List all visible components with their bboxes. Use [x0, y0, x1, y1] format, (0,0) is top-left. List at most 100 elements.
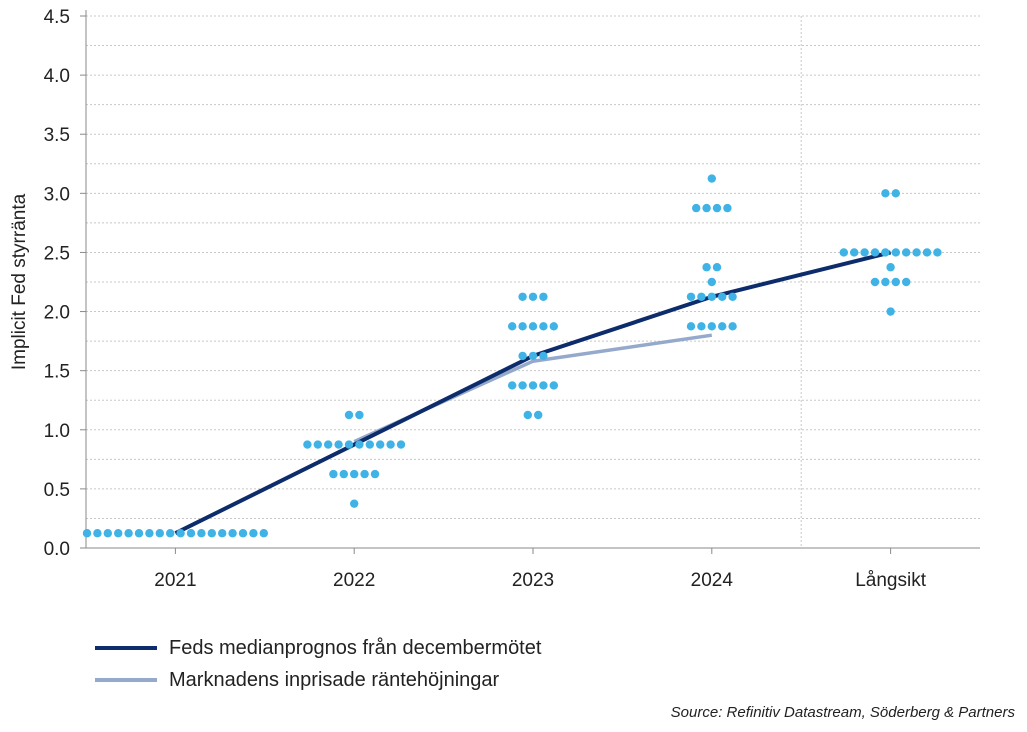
y-tick-label: 2.5: [44, 243, 70, 264]
projection-dot: [339, 469, 348, 479]
projection-dot: [881, 189, 890, 198]
projection-dot: [518, 351, 527, 361]
projection-dot: [166, 529, 175, 538]
x-tick-label: 2024: [691, 570, 734, 591]
projection-dot: [518, 292, 527, 301]
projection-dot: [523, 410, 532, 420]
y-tick-label: 4.5: [44, 7, 70, 28]
projection-dot: [386, 440, 395, 449]
projection-dot: [303, 440, 312, 449]
projection-dot: [134, 529, 144, 538]
y-tick-label: 1.0: [44, 421, 70, 442]
projection-dot: [176, 529, 185, 538]
projection-dot: [124, 529, 133, 538]
axes: [80, 10, 980, 554]
projection-dot: [259, 529, 268, 538]
projection-dot: [344, 440, 354, 449]
projection-dot: [712, 263, 722, 272]
projection-dot: [718, 292, 727, 301]
projection-dot: [528, 292, 538, 301]
projection-dot: [539, 351, 548, 361]
legend: Feds medianprognos från decembermötet Ma…: [95, 632, 541, 696]
projection-dot: [902, 277, 911, 287]
projection-dot: [334, 440, 343, 449]
y-axis-title: Implicit Fed styrränta: [9, 193, 30, 370]
projection-dot: [870, 277, 880, 287]
x-tick-label: Långsikt: [855, 570, 926, 591]
projection-dot: [82, 529, 92, 538]
projection-dot: [702, 263, 711, 272]
projection-dot: [103, 529, 113, 538]
projection-dot: [528, 351, 538, 361]
projection-dot: [508, 381, 517, 390]
legend-swatch-market: [95, 678, 157, 682]
projection-dot: [197, 529, 206, 538]
y-tick-labels: 0.0 0.5 1.0 1.5 2.0 2.5 3.0 3.5 4.0 4.5: [44, 7, 70, 560]
legend-label-market: Marknadens inprisade räntehöjningar: [169, 668, 500, 691]
projection-dot: [912, 248, 921, 257]
projection-dot: [922, 248, 932, 257]
projection-dot: [528, 322, 538, 331]
y-tick-label: 4.0: [44, 66, 70, 87]
projection-dot: [839, 248, 848, 257]
source-note: Source: Refinitiv Datastream, Söderberg …: [670, 704, 1015, 721]
projection-dot: [518, 381, 527, 390]
projection-dot: [350, 469, 359, 479]
projection-dot: [886, 307, 895, 316]
projection-dot: [344, 410, 354, 420]
projection-dot: [549, 322, 558, 331]
projection-dot: [329, 469, 338, 479]
projection-dot: [360, 469, 369, 479]
projection-dot: [881, 248, 890, 257]
projection-dot: [508, 322, 517, 331]
projection-dot: [702, 203, 711, 213]
projection-dot: [718, 322, 727, 331]
projection-dot: [891, 248, 900, 257]
projection-dot: [707, 277, 716, 287]
y-tick-label: 3.0: [44, 184, 70, 205]
projection-dot: [355, 410, 364, 420]
projection-dot: [249, 529, 258, 538]
projection-dot: [707, 174, 716, 183]
projection-dot: [396, 440, 406, 449]
projection-dot: [707, 292, 716, 301]
projection-dot: [145, 529, 154, 538]
projection-dot: [891, 277, 900, 287]
projection-dot: [728, 322, 737, 331]
projection-dot: [539, 381, 548, 390]
projection-dot: [728, 292, 737, 301]
x-tick-labels: 2021 2022 2023 2024 Långsikt: [154, 570, 926, 591]
chart: 0.00.51.01.52.02.53.03.54.04.5 2021 2022 2…: [9, 7, 980, 591]
projection-dot: [723, 203, 732, 213]
projection-dot: [186, 529, 196, 538]
legend-label-median: Feds medianprognos från decembermötet: [169, 636, 542, 659]
projection-dot: [686, 292, 696, 301]
projection-dot: [534, 410, 543, 420]
projection-dot: [697, 292, 706, 301]
legend-item-market: Marknadens inprisade räntehöjningar: [95, 664, 541, 696]
legend-item-median: Feds medianprognos från decembermötet: [95, 632, 541, 664]
projection-dot: [539, 322, 548, 331]
y-tick-label: 1.5: [44, 362, 70, 383]
projection-dot: [528, 381, 538, 390]
projection-dot: [707, 322, 716, 331]
projection-dot: [114, 529, 123, 538]
projection-dot: [218, 529, 227, 538]
projection-dot: [238, 529, 248, 538]
projection-dot: [549, 381, 558, 390]
y-tick-label: 0.5: [44, 480, 70, 501]
projection-dot: [886, 263, 895, 272]
projection-dot: [313, 440, 322, 449]
projection-dot: [518, 322, 527, 331]
projection-dot: [350, 499, 359, 508]
grid: [86, 15, 980, 548]
x-tick-label: 2021: [154, 570, 196, 591]
projection-dot: [93, 529, 102, 538]
projection-dot: [697, 322, 706, 331]
projection-dot: [539, 292, 548, 301]
x-tick-label: 2022: [333, 570, 375, 591]
projection-dot: [228, 529, 237, 538]
legend-swatch-median: [95, 646, 157, 650]
projection-dot: [712, 203, 722, 213]
projection-dot: [933, 248, 942, 257]
